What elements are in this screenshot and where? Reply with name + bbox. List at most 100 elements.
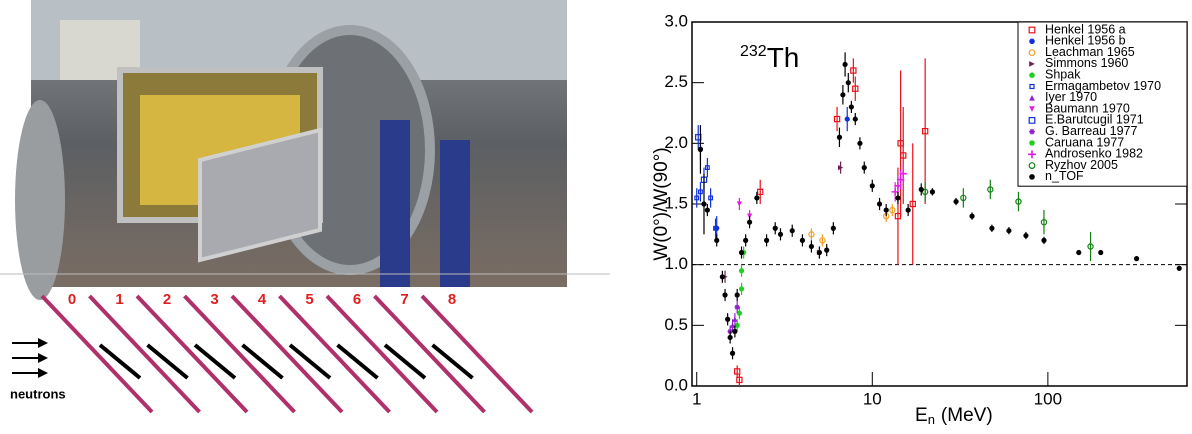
detector-label: 5 [305, 291, 313, 308]
marker [1076, 249, 1082, 256]
legend-box [1017, 21, 1188, 187]
legend-label: E.Barutcugil 1971 [1045, 113, 1144, 127]
legend-label: n_TOF [1045, 169, 1084, 183]
x-tick-label: 10 [863, 389, 882, 408]
marker [1176, 265, 1182, 271]
marker [732, 328, 738, 334]
ppac-plane [230, 294, 344, 414]
marker [738, 249, 745, 256]
annotation-main: Th [767, 42, 800, 73]
marker [1029, 72, 1035, 78]
marker [789, 228, 795, 234]
marker [1028, 116, 1036, 124]
marker [905, 207, 911, 213]
marker [929, 189, 936, 195]
target [431, 343, 474, 380]
legend-label: Henkel 1956 b [1045, 34, 1126, 48]
marker [899, 170, 907, 178]
input-label: neutrons [10, 386, 66, 401]
ppac-plane [373, 294, 486, 414]
marker [754, 195, 760, 201]
x-axis-title-sub: n [928, 412, 935, 427]
marker [799, 237, 806, 243]
detector-label: 3 [210, 291, 218, 308]
marker [1029, 140, 1035, 146]
marker [738, 286, 745, 292]
legend-label: Shpak [1045, 67, 1081, 81]
legend-label: Henkel 1956 a [1045, 22, 1126, 36]
legend-label: Ermagambetov 1970 [1045, 79, 1161, 93]
marker [736, 376, 743, 384]
ppac-plane [278, 294, 391, 414]
marker [848, 104, 854, 110]
legend-label: Caruana 1977 [1045, 135, 1124, 149]
marker [734, 292, 740, 298]
marker [1040, 218, 1048, 226]
legend-label: G. Barreau 1977 [1045, 124, 1137, 138]
marker [840, 92, 846, 98]
marker [729, 322, 736, 328]
marker [900, 152, 907, 159]
marker [836, 134, 843, 140]
chart: 0.0 0.5 1.0 1.5 2.0 2.5 3.0 1 10 100 W(0°)/W(90°) E… [651, 11, 1188, 427]
legend-label: Iyer 1970 [1045, 90, 1097, 104]
series [921, 179, 1094, 262]
marker [960, 194, 967, 202]
marker [1028, 49, 1036, 56]
legend-label: Leachman 1965 [1045, 45, 1135, 59]
ppac-plane [40, 294, 154, 414]
marker [704, 165, 710, 171]
marker [857, 140, 863, 146]
y-tick-label: 1.0 [664, 254, 688, 273]
marker [736, 310, 742, 316]
marker [736, 201, 742, 207]
marker [1028, 150, 1036, 159]
marker [734, 322, 740, 328]
marker [729, 350, 736, 356]
photo [15, 0, 567, 300]
marker [694, 195, 700, 201]
x-tick-label: 100 [1034, 389, 1062, 408]
series [729, 313, 738, 332]
detector-label: 7 [400, 291, 408, 308]
marker [889, 206, 896, 214]
marker [704, 207, 710, 213]
marker [732, 316, 738, 322]
x-tick-label: 1 [692, 389, 701, 408]
marker [1133, 256, 1140, 262]
marker [719, 274, 725, 280]
marker [833, 115, 841, 123]
marker [698, 189, 703, 195]
marker [830, 225, 836, 231]
marker [1029, 61, 1035, 67]
marker [816, 249, 823, 256]
marker [824, 247, 830, 253]
marker [727, 334, 733, 341]
marker [808, 243, 815, 250]
target [383, 343, 427, 380]
marker [1029, 38, 1035, 45]
marker [1028, 162, 1036, 170]
y-tick-label: 2.5 [664, 72, 688, 91]
marker [921, 128, 929, 135]
target [98, 343, 142, 380]
marker [838, 165, 844, 171]
series [808, 204, 896, 247]
marker [722, 292, 728, 298]
marker [989, 225, 995, 231]
marker [953, 198, 959, 205]
marker [1029, 95, 1035, 101]
series [694, 157, 718, 238]
marker [697, 146, 704, 152]
marker [845, 80, 851, 86]
series [695, 125, 708, 192]
marker [1087, 243, 1094, 250]
annotation: 232Th [740, 42, 799, 73]
marker [869, 183, 875, 189]
marker [852, 116, 858, 122]
marker [738, 268, 745, 274]
marker [895, 195, 901, 201]
y-tick-label: 0.0 [664, 375, 688, 394]
marker [969, 213, 975, 219]
